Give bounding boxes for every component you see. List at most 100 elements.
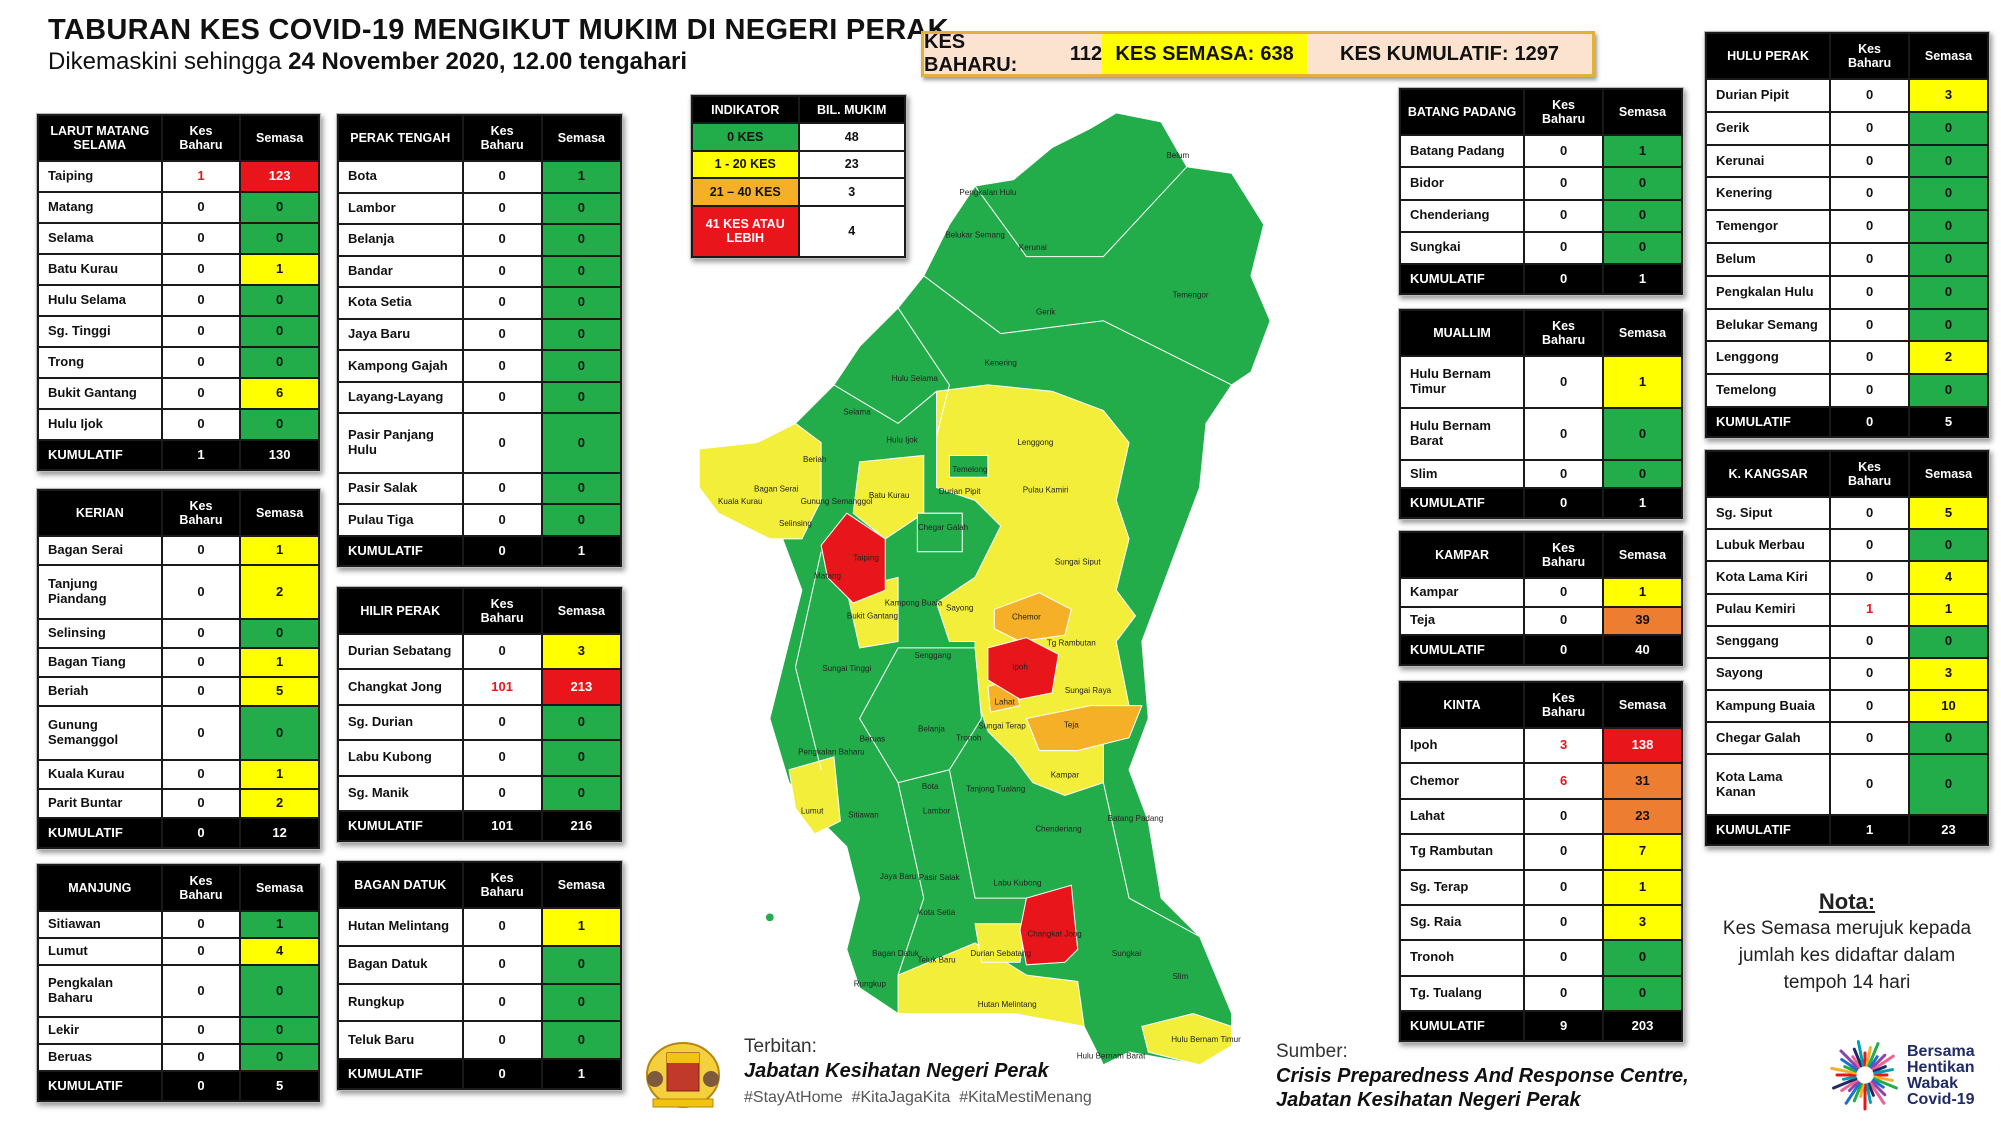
- column-header: Semasa: [540, 114, 623, 162]
- summary-item: KES BAHARU: 112: [924, 31, 1103, 76]
- mukim-name: Belanja: [337, 223, 464, 257]
- total-label: KUMULATIF: [37, 1070, 163, 1102]
- mukim-name: Changkat Jong: [337, 668, 464, 706]
- new-cases: 0: [160, 759, 242, 791]
- new-cases: 0: [1523, 198, 1605, 233]
- active-cases: 0: [1908, 176, 1989, 212]
- active-cases: 0: [540, 412, 623, 474]
- mukim-row: Changkat Jong 101 213: [337, 668, 623, 706]
- mukim-row: Pasir Panjang Hulu 0 0: [337, 412, 623, 474]
- mukim-row: Lambor 0 0: [337, 191, 623, 226]
- district-grid: HULU PERAK Kes Baharu Semasa Durian Pipit 0 3…: [1704, 32, 1989, 438]
- active-cases: 23: [1602, 797, 1683, 836]
- column-header: Kes Baharu: [1523, 309, 1605, 357]
- new-cases: 0: [1829, 340, 1911, 376]
- hashtags: #StayAtHome #KitaJagaKita #KitaMestiMena…: [744, 1089, 1092, 1106]
- mukim-name: Taiping: [37, 160, 163, 193]
- mukim-name: Belukar Semang: [1704, 307, 1832, 343]
- district-name: HILIR PERAK: [337, 587, 464, 635]
- map-label: Durian Pipit: [939, 487, 982, 496]
- burst-ray: [1869, 1081, 1886, 1105]
- column-header: Semasa: [1602, 309, 1683, 357]
- district-grid: K. KANGSAR Kes Baharu Semasa Sg. Siput 0 5 Lub…: [1704, 450, 1989, 846]
- active-cases: 0: [239, 1042, 320, 1073]
- mukim-name: Sayong: [1704, 656, 1832, 692]
- legend-row: 0 KES 48: [691, 122, 906, 152]
- map-label: Sungai Tinggi: [822, 664, 871, 673]
- legend-row: 1 - 20 KES 23: [691, 149, 906, 180]
- total-new: 0: [1523, 487, 1605, 519]
- district-grid: BAGAN DATUK Kes Baharu Semasa Hutan Melinta…: [337, 861, 623, 1090]
- mukim-name: Senggang: [1704, 624, 1832, 659]
- mukim-name: Pengkalan Hulu: [1704, 274, 1832, 310]
- active-cases: 0: [239, 346, 320, 379]
- new-cases: 0: [1523, 459, 1605, 489]
- active-cases: 1: [239, 759, 320, 791]
- mukim-name: Durian Sebatang: [337, 632, 464, 671]
- active-cases: 123: [239, 160, 320, 193]
- new-cases: 0: [461, 191, 543, 226]
- active-cases: 0: [239, 222, 320, 255]
- map-label: Pulau Kamiri: [1023, 486, 1069, 495]
- mukim-name: Belum: [1704, 241, 1832, 277]
- active-cases: 0: [540, 982, 623, 1023]
- subtitle-date: 24 November 2020, 12.00 tengahari: [288, 48, 688, 75]
- map-label: Bukit Gantang: [847, 611, 898, 620]
- new-cases: 0: [461, 1020, 543, 1060]
- mukim-name: Jaya Baru: [337, 317, 464, 352]
- burst-ray: [1872, 1065, 1887, 1073]
- map-label: Pasir Salak: [919, 873, 961, 882]
- map-label: Kenering: [985, 359, 1017, 368]
- active-cases: 2: [239, 563, 320, 621]
- map-label: Tg Rambutan: [1047, 638, 1096, 647]
- map-label: Chegar Galah: [918, 523, 968, 532]
- mukim-row: Sg. Siput 0 5: [1704, 495, 1989, 531]
- mukim-name: Kampung Buaia: [1704, 689, 1832, 724]
- total-new: 0: [1829, 406, 1911, 438]
- legend-count: 3: [797, 177, 906, 207]
- new-cases: 0: [1829, 307, 1911, 343]
- mukim-name: Lenggong: [1704, 340, 1832, 376]
- mukim-name: Bukit Gantang: [37, 377, 163, 410]
- map-label: Durian Sebatang: [970, 949, 1031, 958]
- campaign-logo: [1830, 1040, 1898, 1111]
- active-cases: 4: [1908, 560, 1989, 595]
- burst-ray: [1872, 1077, 1898, 1090]
- map-label: Selama: [843, 407, 871, 416]
- district-table: BAGAN DATUK Kes Baharu Semasa Hutan Melinta…: [336, 860, 623, 1091]
- burst-ray: [1871, 1079, 1885, 1089]
- new-cases: 0: [1523, 354, 1605, 410]
- active-cases: 3: [540, 632, 623, 671]
- district-header: KERIAN Kes Baharu Semasa: [37, 489, 320, 537]
- region-green: [916, 512, 963, 553]
- subtitle-prefix: Dikemaskini sehingga: [48, 48, 282, 75]
- legend-table: INDIKATOR BIL. MUKIM 0 KES 48 1 - 20 KES 23 21…: [690, 94, 907, 259]
- total-new: 101: [461, 810, 543, 842]
- legend-count: 4: [797, 204, 906, 259]
- new-cases: 0: [1829, 656, 1911, 692]
- mukim-row: Sitiawan 0 1: [37, 909, 320, 940]
- new-cases: 0: [1523, 605, 1605, 636]
- mukim-row: Lubuk Merbau 0 0: [1704, 528, 1989, 563]
- new-cases: 0: [1523, 833, 1605, 871]
- map-label: Kerunai: [1019, 243, 1047, 252]
- active-cases: 0: [239, 284, 320, 317]
- mukim-row: Layang-Layang 0 0: [337, 380, 623, 415]
- mukim-name: Pulau Kemiri: [1704, 592, 1832, 627]
- active-cases: 0: [1908, 143, 1989, 179]
- new-cases: 0: [160, 788, 242, 819]
- mukim-row: Gunung Semanggol 0 0: [37, 704, 320, 762]
- new-cases: 0: [1829, 689, 1911, 724]
- mukim-name: Bagan Tiang: [37, 647, 163, 678]
- map-label: Pengkalan Baharu: [798, 747, 864, 756]
- legend-swatch: 41 KES ATAU LEBIH: [691, 204, 800, 259]
- district-table: KAMPAR Kes Baharu Semasa Kampar 0 1 Teja 0 39 KUM…: [1398, 530, 1684, 667]
- campaign-line: Hentikan: [1907, 1059, 1975, 1076]
- mukim-name: Durian Pipit: [1704, 78, 1832, 113]
- mukim-border: [897, 307, 950, 437]
- burst-ray: [1830, 1066, 1857, 1075]
- mukim-name: Hulu Bernam Barat: [1398, 407, 1526, 462]
- mukim-name: Temengor: [1704, 209, 1832, 244]
- map-label: Chemor: [1012, 613, 1041, 622]
- mukim-name: Pasir Salak: [337, 471, 464, 506]
